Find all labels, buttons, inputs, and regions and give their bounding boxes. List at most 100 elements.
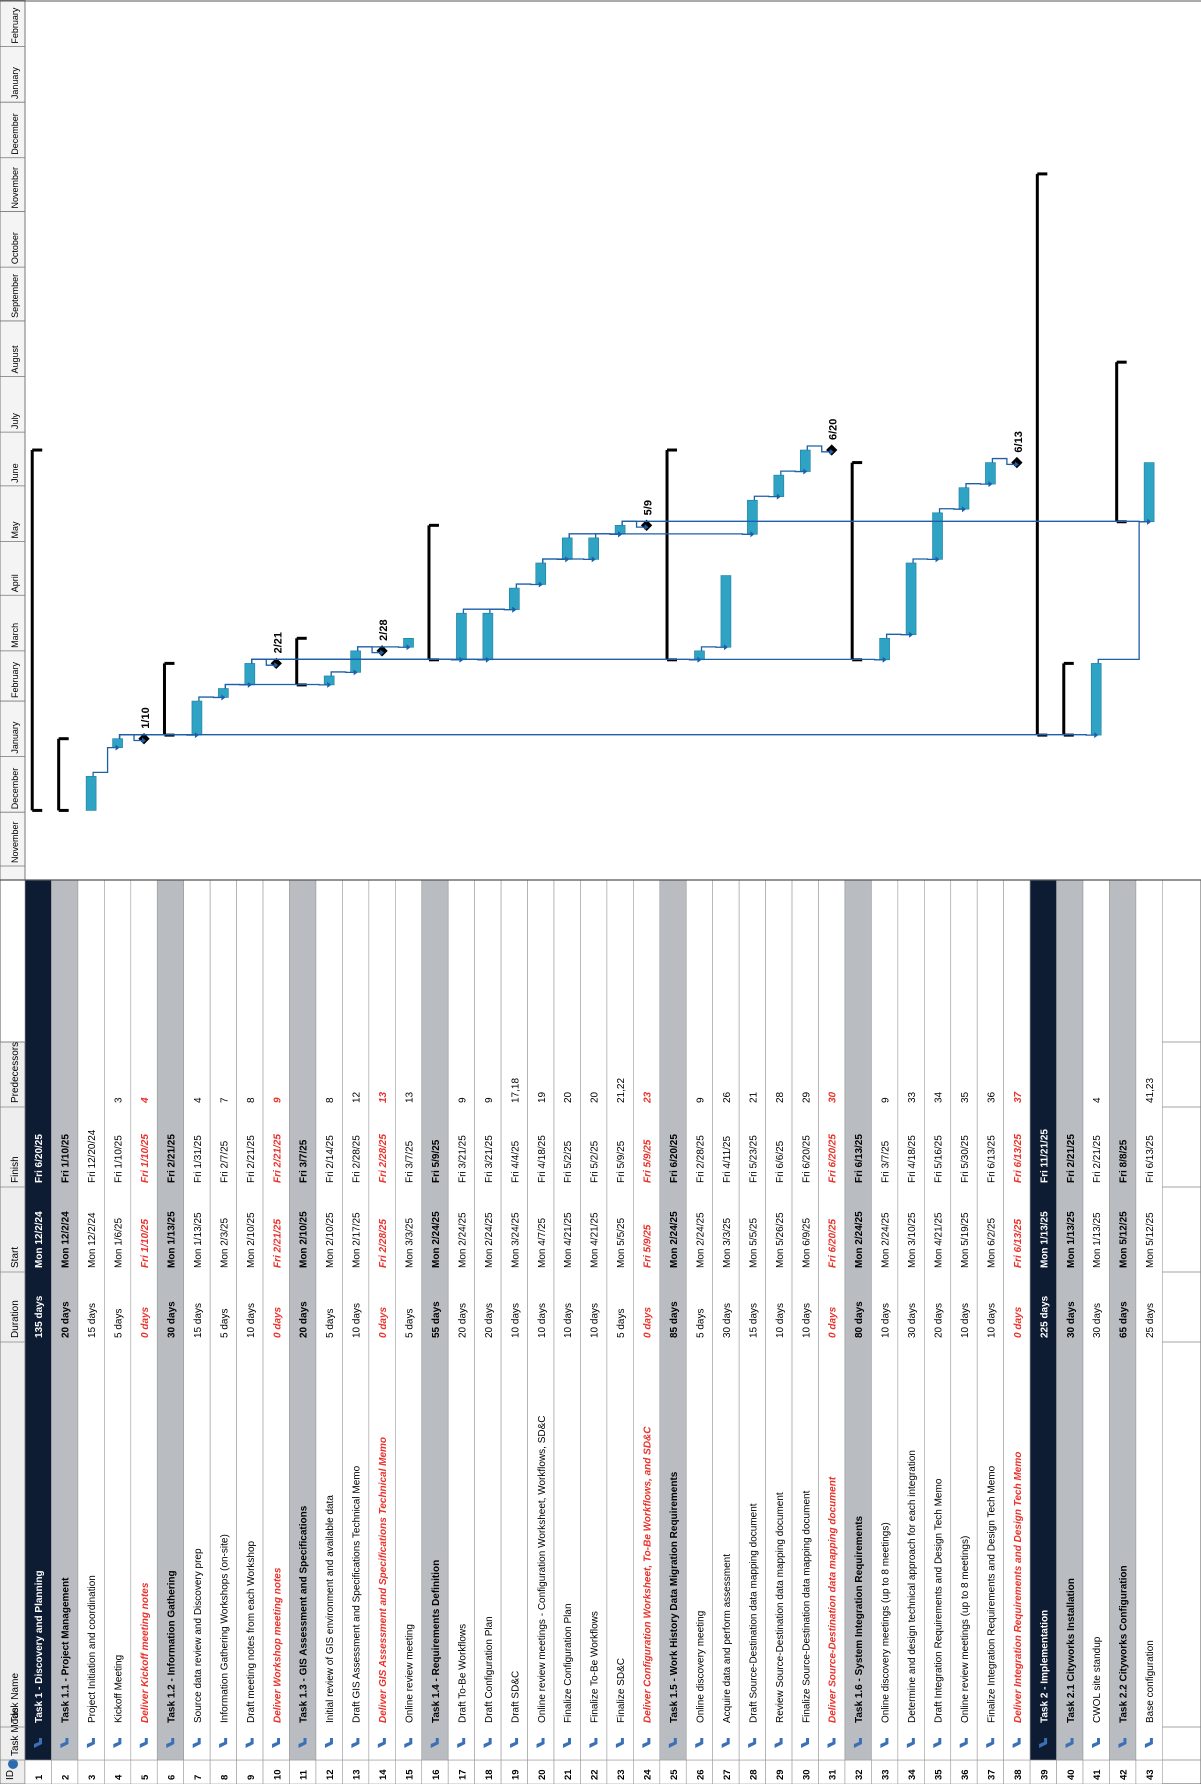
task-duration: 10 days — [775, 1303, 786, 1338]
milestone-label: 2/28 — [378, 619, 390, 640]
task-bar[interactable] — [588, 537, 599, 560]
task-row-8[interactable]: 8 Information Gathering Workshops (on-sit… — [209, 879, 237, 1784]
task-duration: 0 days — [1013, 1306, 1024, 1338]
dependency-arrow — [274, 662, 279, 669]
task-row-3[interactable]: 3 Project Initiation and coordination 15 d… — [77, 879, 105, 1784]
task-name: Source data review and Discovery prep — [193, 1548, 204, 1723]
task-mode-icon — [748, 1738, 757, 1748]
task-bar[interactable] — [1090, 663, 1102, 736]
milestone-diamond[interactable] — [138, 733, 150, 745]
task-row-12[interactable]: 12 Initial review of GIS environment and … — [315, 879, 343, 1784]
task-row-15[interactable]: 15 Online review meeting 5 days Mon 3/3/25 F… — [394, 879, 423, 1784]
task-finish: Fri 4/18/25 — [537, 1135, 548, 1183]
task-row-42[interactable]: 42 Task 2.2 Cityworks Configuration 65 day… — [1109, 879, 1137, 1784]
task-bar[interactable] — [747, 499, 758, 535]
task-row-29[interactable]: 29 Review Source-Destination data mapping… — [765, 879, 793, 1784]
task-row-26[interactable]: 26 Online discovery meeting 5 days Mon 2/24… — [685, 879, 714, 1784]
task-row-37[interactable]: 37 Finalize Integration Requirements and … — [976, 879, 1004, 1784]
task-bar[interactable] — [85, 776, 97, 811]
task-bar[interactable] — [535, 562, 547, 585]
task-start: Mon 4/21/25 — [563, 1212, 574, 1268]
task-bar[interactable] — [905, 562, 917, 636]
task-row-18[interactable]: 18 Draft Configuration Plan 20 days Mon 2/2… — [474, 879, 502, 1784]
task-duration: 20 days — [61, 1301, 72, 1338]
task-row-33[interactable]: 33 Online discovery meetings (up to 8 mee… — [871, 879, 899, 1784]
milestone-diamond[interactable] — [826, 444, 838, 456]
row-id-cell — [765, 1759, 793, 1784]
task-row-10[interactable]: 10 Deliver Workshop meeting notes 0 days Fr… — [262, 879, 290, 1784]
task-row-16[interactable]: 16 Task 1.4 - Requirements Definition 55 d… — [421, 879, 449, 1784]
task-finish: Fri 6/6/25 — [775, 1140, 786, 1183]
task-bar[interactable] — [773, 474, 785, 497]
task-bar[interactable] — [720, 575, 732, 648]
task-row-1[interactable]: 1 Task 1 - Discovery and Planning 135 days… — [24, 879, 52, 1784]
task-mode-icon — [827, 1738, 836, 1748]
task-duration: 10 days — [590, 1303, 601, 1338]
task-row-41[interactable]: 41 CWOL site standup 30 days Mon 1/13/25 Fri… — [1082, 879, 1110, 1784]
task-row-6[interactable]: 6 Task 1.2 - Information Gathering 30 days… — [156, 879, 185, 1784]
task-row-9[interactable]: 9 Draft meeting notes from each Workshop 1… — [236, 879, 264, 1784]
task-name: Deliver Workshop meeting notes — [272, 1567, 283, 1723]
task-row-19[interactable]: 19 Draft SD&C 10 days Mon 3/24/25 Fri 4/4/25… — [500, 879, 528, 1784]
row-id-cell — [342, 1759, 370, 1784]
task-predecessors: 8 — [325, 1097, 336, 1103]
task-bar[interactable] — [879, 637, 890, 661]
dependency-link — [753, 495, 777, 501]
task-row-17[interactable]: 17 Draft To-Be Workflows 20 days Mon 2/24/2… — [447, 879, 475, 1784]
task-row-34[interactable]: 34 Determine and design technical approac… — [897, 879, 925, 1784]
task-row-35[interactable]: 35 Draft Integration Requirements and Des… — [923, 879, 952, 1784]
task-start: Mon 3/10/25 — [907, 1212, 918, 1268]
task-row-11[interactable]: 11 Task 1.3 - GIS Assessment and Specific… — [289, 879, 317, 1784]
row-id-cell — [738, 1759, 766, 1784]
month-label: May — [10, 521, 20, 539]
task-row-24[interactable]: 24 Deliver Configuration Worksheet, To-Be… — [633, 879, 661, 1784]
row-id-cell — [447, 1759, 475, 1784]
task-start: Fri 6/13/25 — [1013, 1219, 1024, 1268]
task-bar[interactable] — [191, 700, 203, 736]
task-row-2[interactable]: 2 Task 1.1 - Project Management 20 days Mon… — [51, 879, 79, 1784]
task-row-13[interactable]: 13 Draft GIS Assessment and Specification… — [342, 879, 370, 1784]
dependency-link — [700, 646, 724, 651]
task-row-20[interactable]: 20 Online review meetings - Configuration… — [527, 879, 555, 1784]
task-row-5[interactable]: 5 Deliver Kickoff meeting notes 0 days Fri … — [130, 879, 158, 1784]
milestone-diamond[interactable] — [376, 645, 388, 657]
task-mode-icon — [457, 1738, 466, 1748]
dependency-link — [542, 558, 592, 563]
task-bar[interactable] — [561, 537, 573, 560]
task-bar[interactable] — [244, 663, 256, 686]
task-bar[interactable] — [350, 650, 361, 673]
milestone-diamond[interactable] — [270, 657, 282, 670]
task-bar[interactable] — [958, 487, 970, 510]
row-id: 1 — [34, 1774, 45, 1780]
task-row-43[interactable]: 43 Base configuration 25 days Mon 5/12/25 Fr… — [1135, 879, 1163, 1784]
dependency-arrow — [935, 556, 940, 563]
task-bar[interactable] — [932, 512, 943, 560]
task-row-23[interactable]: 23 Finalize SD&C 5 days Mon 5/5/25 Fri 5/9/2… — [606, 879, 634, 1784]
task-row-27[interactable]: 27 Acquire data and perform assessment 30 … — [712, 879, 740, 1784]
task-row-31[interactable]: 31 Deliver Source-Destination data mappin… — [818, 879, 846, 1784]
task-bar[interactable] — [985, 462, 996, 485]
task-row-30[interactable]: 30 Finalize Source-Destination data mappi… — [791, 879, 819, 1784]
row-id: 25 — [669, 1769, 680, 1780]
milestone-diamond[interactable] — [640, 519, 653, 531]
task-row-25[interactable]: 25 Task 1.5 - Work History Data Migration… — [659, 879, 687, 1784]
task-row-39[interactable]: 39 Task 2 - Implementation 225 days Mon 1/1… — [1029, 879, 1057, 1784]
task-bar[interactable] — [509, 587, 520, 610]
task-bar[interactable] — [482, 612, 494, 661]
task-row-21[interactable]: 21 Finalize Configuration Plan 10 days Mon … — [553, 879, 581, 1784]
dependency-arrow — [1147, 518, 1152, 525]
task-row-22[interactable]: 22 Finalize To-Be Workflows 10 days Mon 4/2… — [580, 879, 608, 1784]
milestone-diamond[interactable] — [1011, 456, 1023, 469]
task-bar[interactable] — [456, 612, 467, 661]
task-bar[interactable] — [1143, 462, 1155, 523]
task-row-4[interactable]: 4 Kickoff Meeting 5 days Mon 1/6/25 Fri 1/10… — [104, 879, 132, 1784]
task-row-38[interactable]: 38 Deliver Integration Requirements and D… — [1003, 879, 1031, 1784]
task-row-14[interactable]: 14 Deliver GIS Assessment and Specificati… — [368, 879, 396, 1784]
task-mode-icon — [1144, 1738, 1153, 1748]
task-row-36[interactable]: 36 Online review meetings (up to 8 meetin… — [950, 879, 978, 1784]
task-row-7[interactable]: 7 Source data review and Discovery prep 15… — [183, 879, 211, 1784]
task-row-40[interactable]: 40 Task 2.1 Cityworks Installation 30 days… — [1056, 879, 1084, 1784]
task-row-28[interactable]: 28 Draft Source-Destination data mapping … — [738, 879, 766, 1784]
task-row-32[interactable]: 32 Task 1.6 - System Integration Requirem… — [844, 879, 872, 1784]
task-bar[interactable] — [799, 449, 811, 472]
